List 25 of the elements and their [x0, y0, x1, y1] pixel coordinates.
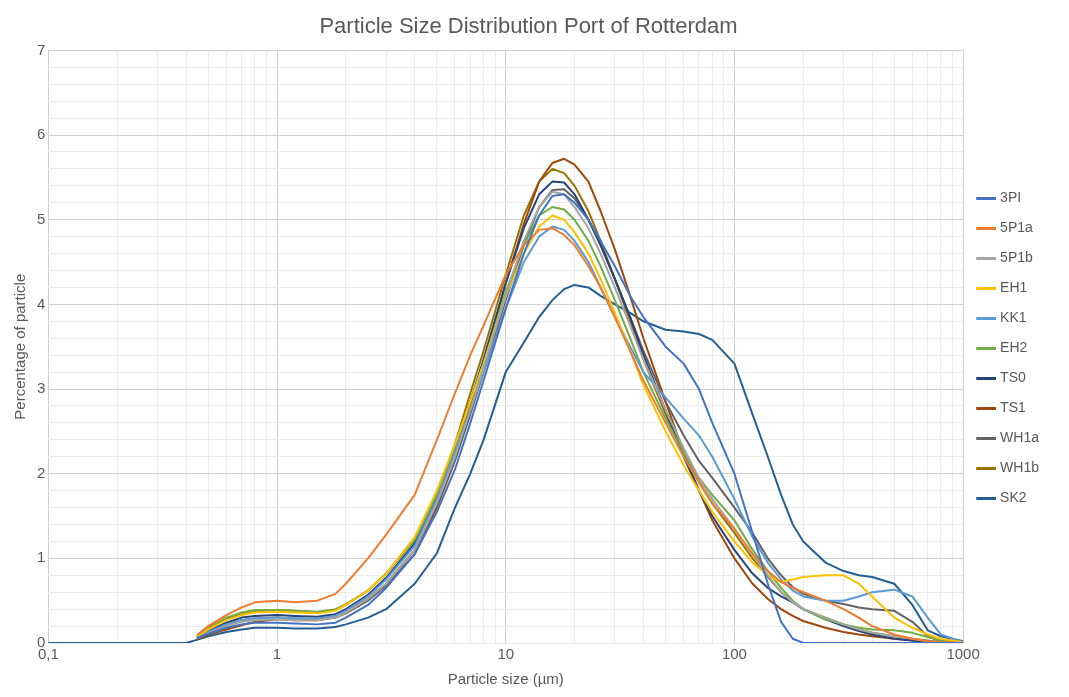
- legend-label: WH1a: [1000, 429, 1040, 446]
- y-axis-title: Percentage of particle: [11, 273, 29, 420]
- legend-label: KK1: [1000, 309, 1027, 326]
- y-tick-label: 3: [37, 379, 46, 397]
- legend-label: EH1: [1000, 279, 1028, 296]
- legend-label: SK2: [1000, 489, 1027, 506]
- y-tick-label: 1: [37, 548, 46, 566]
- x-tick-label: 1000: [946, 645, 980, 663]
- legend-label: EH2: [1000, 339, 1028, 356]
- chart-title: Particle Size Distribution Port of Rotterdam: [319, 13, 738, 39]
- y-tick-label: 7: [37, 40, 46, 58]
- y-tick-label: 5: [37, 209, 46, 227]
- x-tick-label: 10: [497, 645, 515, 663]
- y-tick-label: 4: [37, 294, 46, 312]
- legend-label: 3PI: [1000, 189, 1022, 206]
- x-tick-label: 100: [721, 645, 747, 663]
- legend-label: TS0: [1000, 369, 1026, 386]
- legend-label: 5P1a: [1000, 219, 1034, 236]
- legend-label: TS1: [1000, 399, 1026, 416]
- legend-label: 5P1b: [1000, 249, 1034, 266]
- x-axis-title: Particle size (µm): [447, 670, 564, 688]
- legend-label: WH1b: [1000, 459, 1040, 476]
- y-tick-label: 2: [37, 463, 46, 481]
- y-tick-label: 6: [37, 125, 46, 143]
- x-tick-label: 1: [272, 645, 282, 663]
